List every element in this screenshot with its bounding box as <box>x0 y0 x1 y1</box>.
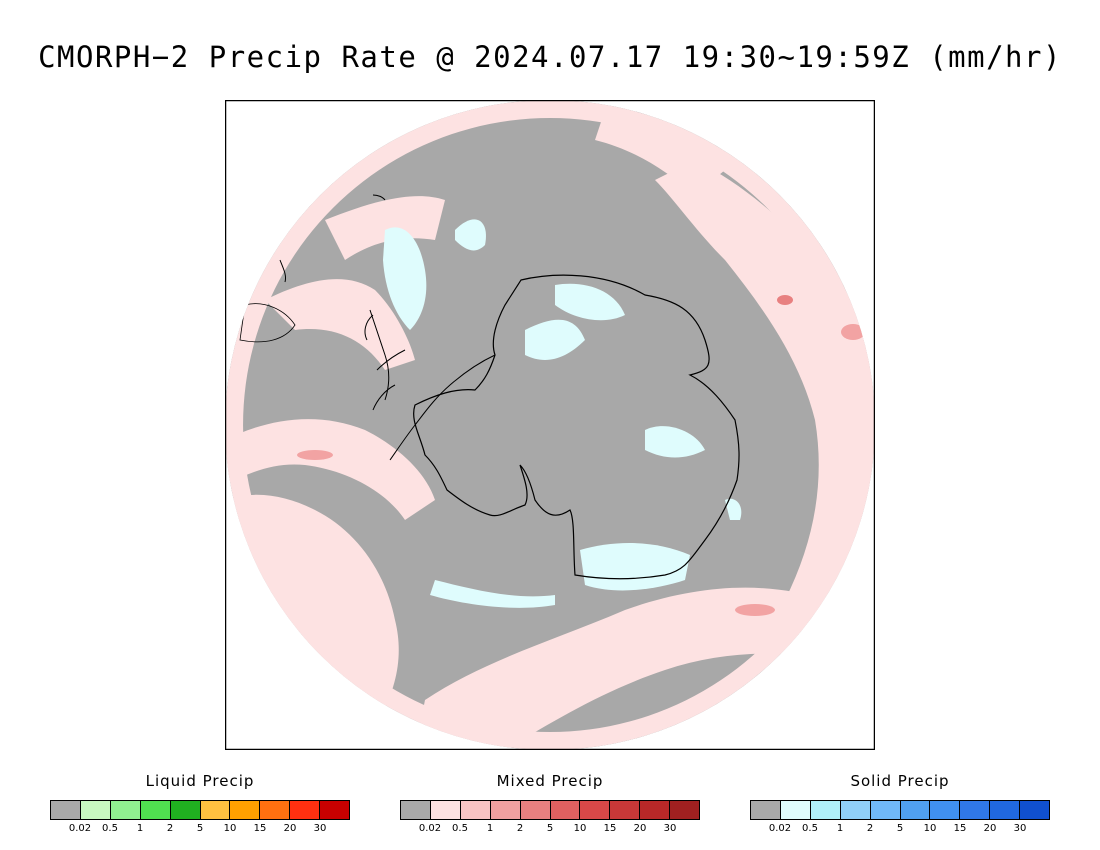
legend-swatch <box>870 801 901 819</box>
legend-swatch <box>320 801 350 819</box>
legend-tick-label: 15 <box>603 823 617 834</box>
map-title: CMORPH−2 Precip Rate @ 2024.07.17 19:30~… <box>38 40 1062 74</box>
legend-tick-label: 5 <box>546 823 554 834</box>
legend-swatch <box>520 801 551 819</box>
legend-tick-label: 0.02 <box>68 823 92 834</box>
legend-tick-label: 10 <box>923 823 937 834</box>
legend-tick-label: 2 <box>516 823 524 834</box>
legend-tick-label: 30 <box>313 823 327 834</box>
legend-liquid: Liquid Precip 0.02 0.5 1 2 5 10 15 20 30 <box>50 772 350 837</box>
legend-swatch <box>200 801 231 819</box>
legend-swatch <box>460 801 491 819</box>
legend-tick-label: 10 <box>573 823 587 834</box>
south-america-coastline <box>364 309 390 401</box>
legend-tick-label: 30 <box>663 823 677 834</box>
legend-title: Liquid Precip <box>145 772 255 790</box>
legend-swatch <box>930 801 961 819</box>
legend-ticks: 0.02 0.5 1 2 5 10 15 20 30 <box>750 823 1050 837</box>
legend-swatch <box>780 801 811 819</box>
mixed-precip-band-south <box>415 587 845 750</box>
legend-swatch <box>290 801 321 819</box>
legend-swatch <box>490 801 521 819</box>
legend-tick-label: 2 <box>166 823 174 834</box>
legend-tick-label: 20 <box>633 823 647 834</box>
legend-tick-label: 0.5 <box>102 823 118 834</box>
legend-swatch <box>640 801 671 819</box>
legend-swatch <box>610 801 641 819</box>
legend-swatch <box>260 801 291 819</box>
legend-swatch <box>900 801 931 819</box>
map-canvas <box>225 100 875 750</box>
legend-swatch <box>960 801 991 819</box>
legend-swatch <box>401 801 431 819</box>
legend-swatch <box>1020 801 1050 819</box>
mixed-precip-band-east <box>655 160 875 620</box>
legend-tick-label: 15 <box>953 823 967 834</box>
legend-swatch <box>550 801 581 819</box>
precip-map <box>225 100 875 750</box>
legend-tick-label: 0.02 <box>418 823 442 834</box>
legend-tick-label: 0.5 <box>452 823 468 834</box>
legend-swatch <box>110 801 141 819</box>
legend-tick-label: 2 <box>866 823 874 834</box>
legend-tick-label: 20 <box>283 823 297 834</box>
map-border <box>225 100 875 750</box>
legend-tick-label: 1 <box>486 823 494 834</box>
legend-tick-label: 20 <box>983 823 997 834</box>
antarctica-coastline <box>413 274 740 580</box>
legend-swatch <box>580 801 611 819</box>
legend-tick-label: 5 <box>196 823 204 834</box>
legend-tick-label: 5 <box>896 823 904 834</box>
legend-tick-label: 1 <box>836 823 844 834</box>
legend-swatch <box>430 801 461 819</box>
legend-swatch <box>51 801 81 819</box>
legend-color-bar <box>50 800 350 820</box>
legend-ticks: 0.02 0.5 1 2 5 10 15 20 30 <box>50 823 350 837</box>
legend-swatch <box>810 801 841 819</box>
legend-tick-label: 30 <box>1013 823 1027 834</box>
legend-mixed: Mixed Precip 0.02 0.5 1 2 5 10 15 20 30 <box>400 772 700 837</box>
legend-title: Mixed Precip <box>496 772 604 790</box>
legend-tick-label: 15 <box>253 823 267 834</box>
legend-tick-label: 10 <box>223 823 237 834</box>
legend-swatch <box>670 801 700 819</box>
legend-ticks: 0.02 0.5 1 2 5 10 15 20 30 <box>400 823 700 837</box>
legend-swatch <box>230 801 261 819</box>
solid-precip-area <box>383 227 427 330</box>
legend-swatch <box>990 801 1021 819</box>
legend-solid: Solid Precip 0.02 0.5 1 2 5 10 15 20 30 <box>750 772 1050 837</box>
mixed-precip-heavy <box>841 324 865 340</box>
legend-swatch <box>751 801 781 819</box>
legend-color-bar <box>750 800 1050 820</box>
legend-tick-label: 0.5 <box>802 823 818 834</box>
legend-tick-label: 0.02 <box>768 823 792 834</box>
legend-tick-label: 1 <box>136 823 144 834</box>
legend-color-bar <box>400 800 700 820</box>
legend-title: Solid Precip <box>850 772 950 790</box>
legend-swatch <box>170 801 201 819</box>
legend-swatch <box>840 801 871 819</box>
legend-swatch <box>80 801 111 819</box>
legend-swatch <box>140 801 171 819</box>
